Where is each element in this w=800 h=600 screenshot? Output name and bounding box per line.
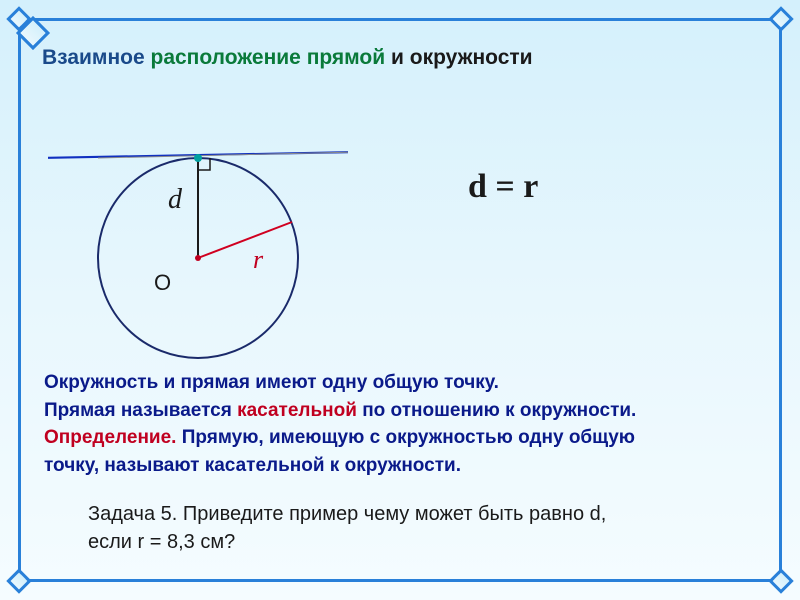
body-line2c: по отношению к окружности. — [357, 400, 636, 421]
title-word3: и окружности — [391, 46, 533, 69]
radius-r — [198, 222, 292, 258]
task-text: Задача 5. Приведите пример чему может бы… — [88, 500, 722, 556]
tangent-point — [194, 154, 202, 162]
geometry-diagram: d r О — [48, 98, 338, 358]
body-line4: точку, называют касательной к окружности… — [44, 455, 461, 476]
label-d: d — [168, 184, 183, 215]
label-r: r — [253, 245, 264, 274]
body-text: Окружность и прямая имеют одну общую точ… — [44, 370, 756, 481]
body-line2a: Прямая называется — [44, 400, 237, 421]
body-line3b: Прямую, имеющую с окружностью одну общую — [176, 427, 635, 448]
definition-label: Определение. — [44, 427, 176, 448]
title-word2: расположение прямой — [151, 46, 386, 69]
label-O: О — [154, 270, 171, 295]
task-line1: Задача 5. Приведите пример чему может бы… — [88, 500, 722, 528]
aux-line — [98, 152, 348, 158]
slide-title: Взаимное расположение прямой и окружност… — [42, 46, 762, 70]
task-line2: если r = 8,3 см? — [88, 528, 722, 556]
center-point — [195, 255, 201, 261]
equation: d = r — [468, 168, 538, 206]
tangent-term: касательной — [237, 400, 357, 421]
title-word1: Взаимное — [42, 46, 145, 69]
slide-content: Взаимное расположение прямой и окружност… — [38, 38, 762, 562]
body-line1: Окружность и прямая имеют одну общую точ… — [44, 372, 499, 393]
